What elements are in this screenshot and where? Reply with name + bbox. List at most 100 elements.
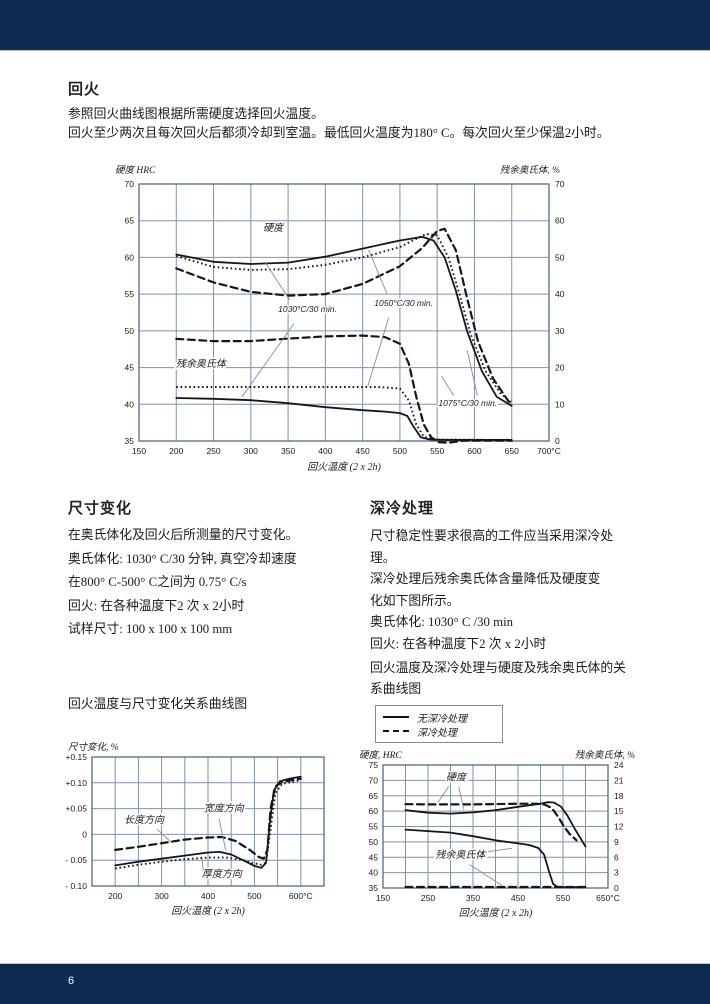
svg-text:15: 15 (614, 806, 624, 816)
svg-text:宽度方向: 宽度方向 (204, 803, 245, 815)
legend-item-cryo: 深冷处理 (383, 724, 495, 739)
cryo-text-line: 回火: 在各种温度下2 次 x 2小时 (370, 636, 547, 651)
svg-text:450: 450 (356, 446, 370, 456)
svg-text:硬度, HRC: 硬度, HRC (359, 749, 402, 761)
svg-text:45: 45 (125, 363, 135, 373)
svg-text:残余奥氏体: 残余奥氏体 (435, 849, 487, 861)
svg-text:55: 55 (125, 289, 135, 299)
svg-text:75: 75 (369, 760, 379, 770)
svg-text:0: 0 (555, 436, 560, 446)
svg-text:350: 350 (466, 893, 480, 903)
svg-text:600°C: 600°C (289, 891, 313, 901)
svg-text:650: 650 (505, 446, 519, 456)
legend-box: 无深冷处理 深冷处理 (375, 705, 503, 743)
svg-text:40: 40 (555, 289, 565, 299)
svg-text:残余奥氏体, %: 残余奥氏体, % (575, 749, 635, 761)
svg-text:9: 9 (614, 837, 619, 847)
svg-text:回火温度 (2 x 2h): 回火温度 (2 x 2h) (171, 905, 245, 917)
svg-text:3: 3 (614, 868, 619, 878)
tempering-chart: 硬度 1030°C/30 min. 1050°C/30 min. 1075°C/30 … (102, 161, 574, 488)
section-title-tempering: 回火 (68, 81, 101, 98)
svg-text:500: 500 (247, 891, 261, 901)
svg-text:厚度方向: 厚度方向 (202, 868, 243, 880)
svg-text:- 0.05: - 0.05 (65, 855, 87, 865)
cryo-chart-caption: 回火温度及深冷处理与硬度及残余奥氏体的关 系曲线图 (370, 658, 626, 700)
svg-text:24: 24 (614, 760, 624, 770)
svg-text:70: 70 (125, 179, 135, 189)
legend-item-no-cryo: 无深冷处理 (383, 710, 495, 725)
svg-text:650°C: 650°C (596, 893, 620, 903)
svg-text:回火温度 (2 x 2h): 回火温度 (2 x 2h) (307, 461, 381, 473)
cryo-text-line: 尺寸稳定性要求很高的工件应当采用深冷处 (370, 529, 614, 543)
svg-text:40: 40 (125, 399, 135, 409)
svg-text:250: 250 (206, 446, 220, 456)
svg-text:长度方向: 长度方向 (124, 814, 165, 826)
dimension-text-line: 奥氏体化: 1030° C/30 分钟, 真空冷却速度 (68, 551, 297, 566)
svg-text:硬度: 硬度 (446, 771, 468, 783)
svg-text:350: 350 (281, 446, 295, 456)
top-banner-bar (0, 0, 710, 51)
svg-text:尺寸变化, %: 尺寸变化, % (68, 741, 119, 753)
svg-text:0: 0 (614, 883, 619, 893)
svg-text:+0.05: +0.05 (65, 804, 87, 814)
svg-text:21: 21 (614, 775, 624, 785)
svg-text:残余奥氏体, %: 残余奥氏体, % (500, 164, 560, 176)
svg-text:550: 550 (556, 893, 570, 903)
svg-text:残余奥氏体: 残余奥氏体 (176, 358, 228, 370)
svg-text:60: 60 (369, 806, 379, 816)
svg-text:35: 35 (125, 436, 135, 446)
svg-text:硬度 HRC: 硬度 HRC (115, 164, 156, 176)
tempering-paragraph-1: 参照回火曲线图根据所需硬度选择回火温度。 (68, 107, 324, 121)
svg-text:20: 20 (555, 363, 565, 373)
svg-text:50: 50 (125, 326, 135, 336)
svg-text:回火温度 (2 x 2h): 回火温度 (2 x 2h) (459, 907, 533, 919)
dimension-text-line: 在奥氏体化及回火后所测量的尺寸变化。 (68, 528, 299, 542)
svg-text:40: 40 (369, 868, 379, 878)
footer-bar: 6 (0, 963, 710, 1004)
svg-text:450: 450 (511, 893, 525, 903)
cryo-text-line: 深冷处理后残余奥氏体含量降低及硬度变 (370, 572, 601, 586)
svg-text:0: 0 (82, 829, 87, 839)
legend-label-no-cryo: 无深冷处理 (417, 713, 467, 725)
svg-text:250: 250 (421, 893, 435, 903)
svg-text:1050°C/30 min.: 1050°C/30 min. (374, 298, 433, 308)
svg-text:200: 200 (108, 891, 122, 901)
cryo-chart-caption-line: 回火温度及深冷处理与硬度及残余奥氏体的关 (370, 661, 626, 675)
svg-text:硬度: 硬度 (263, 222, 285, 234)
svg-text:600: 600 (467, 446, 481, 456)
svg-text:400: 400 (318, 446, 332, 456)
cryo-text-line: 化如下图所示。 (370, 593, 460, 608)
section-title-dimension-change: 尺寸变化 (68, 500, 133, 517)
svg-text:300: 300 (155, 891, 169, 901)
cryo-chart-caption-line: 系曲线图 (370, 682, 422, 696)
svg-text:70: 70 (369, 775, 379, 785)
dimension-text-block: 在奥氏体化及回火后所测量的尺寸变化。 奥氏体化: 1030° C/30 分钟, … (68, 524, 298, 642)
svg-text:500: 500 (393, 446, 407, 456)
cryo-comparison-chart: 硬度 残余奥氏体 75 70 65 60 55 50 45 40 35 24 21 18 15 12 9 6 3 0 1… (357, 747, 649, 924)
cryo-text-block: 尺寸稳定性要求很高的工件应当采用深冷处 理。 深冷处理后残余奥氏体含量降低及硬度… (370, 526, 613, 655)
svg-text:6: 6 (614, 852, 619, 862)
page-number: 6 (68, 975, 75, 987)
tempering-chart-svg: 硬度 1030°C/30 min. 1050°C/30 min. 1075°C/30 … (115, 164, 565, 473)
svg-text:70: 70 (555, 179, 565, 189)
svg-text:+0.10: +0.10 (65, 778, 87, 788)
svg-text:150: 150 (132, 446, 146, 456)
svg-text:- 0.10: - 0.10 (65, 881, 87, 891)
svg-text:18: 18 (614, 791, 624, 801)
svg-text:60: 60 (125, 252, 135, 262)
solid-line-sample-icon (383, 716, 409, 718)
tempering-paragraph-2: 回火至少两次且每次回火后都须冷却到室温。最低回火温度为180° C。每次回火至少… (68, 126, 610, 140)
dimension-chart-caption: 回火温度与尺寸变化关系曲线图 (68, 697, 248, 711)
svg-text:400: 400 (201, 891, 215, 901)
svg-text:55: 55 (369, 822, 379, 832)
dimension-text-line: 回火: 在各种温度下2 次 x 2小时 (68, 598, 245, 613)
svg-text:35: 35 (369, 883, 379, 893)
dimension-text-line: 试样尺寸: 100 x 100 x 100 mm (68, 622, 233, 636)
svg-text:50: 50 (555, 252, 565, 262)
dimension-text-line: 在800° C-500° C之间为 0.75° C/s (68, 575, 247, 589)
svg-text:1075°C/30 min.: 1075°C/30 min. (438, 398, 497, 408)
dashed-line-sample-icon (383, 730, 409, 732)
